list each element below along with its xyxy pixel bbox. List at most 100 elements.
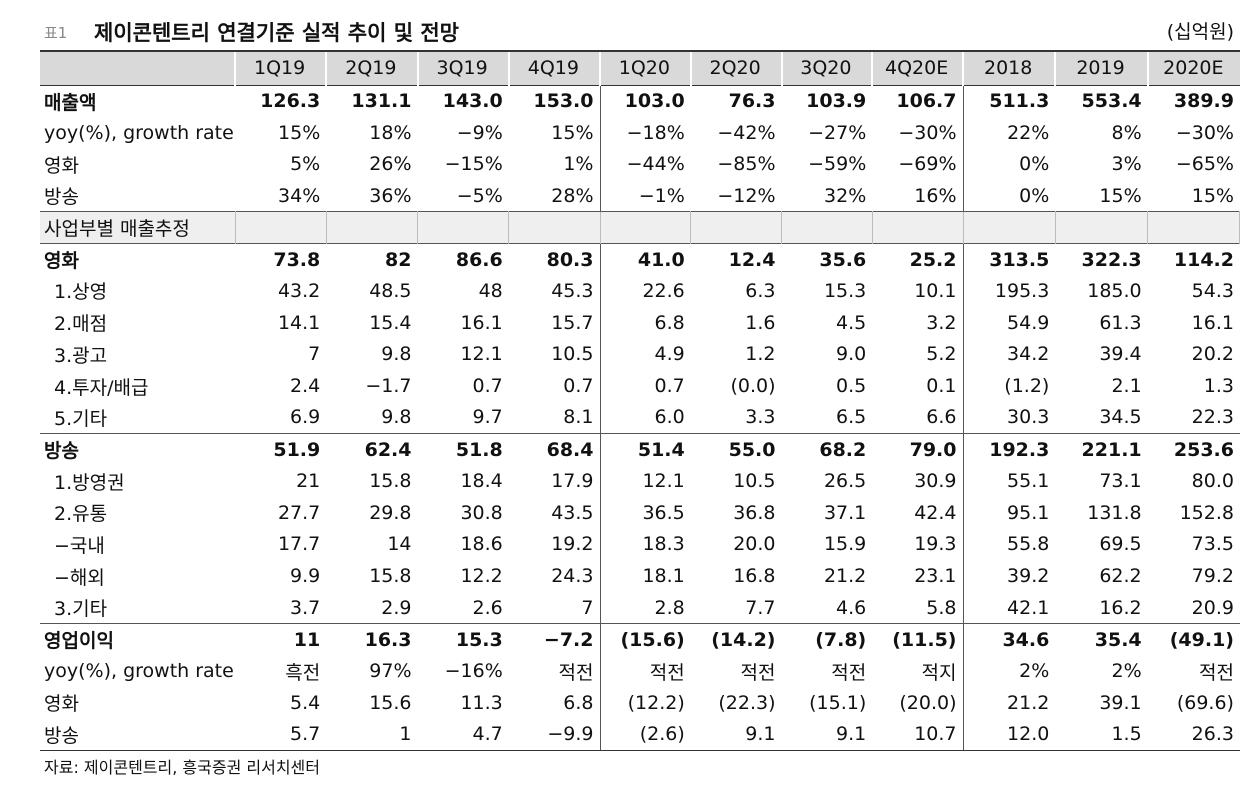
table-cell: 29.8 <box>369 501 412 524</box>
table-cell <box>235 211 327 244</box>
row-label: 3.광고 <box>54 344 108 367</box>
table-cell: 28% <box>508 180 601 212</box>
table-cell: 7 <box>308 343 321 366</box>
table-cell: 3.7 <box>290 596 321 619</box>
table-cell: 4.5 <box>836 311 867 334</box>
table-cell: 26.5 <box>823 470 867 493</box>
table-cell: 0% <box>1019 153 1050 176</box>
table-cell: 45.3 <box>508 275 601 307</box>
table-cell: 17.9 <box>508 465 601 497</box>
table-cell: 62.4 <box>326 433 418 466</box>
table-cell: 76.3 <box>728 90 776 113</box>
header-row: 1Q19 2Q19 3Q19 4Q19 1Q20 2Q20 3Q20 4Q20E 2018 201… <box>40 50 1240 86</box>
table-cell: 2.9 <box>381 596 412 619</box>
table-cell: 21 <box>296 470 321 493</box>
table-cell: 25.2 <box>872 242 964 276</box>
table-cell: 16.8 <box>733 565 776 588</box>
table-row: 4.투자/배급 2.4 −1.7 0.7 0.7 0.7 (0.0) 0.5 0.1 (1.2) 2… <box>40 370 1240 402</box>
table-cell: 14.1 <box>277 311 321 334</box>
table-cell: 12.4 <box>690 242 782 276</box>
table-cell: 4.9 <box>654 343 685 366</box>
row-label: 영업이익 <box>40 623 235 656</box>
table-cell: 61.3 <box>1099 311 1142 334</box>
table-cell: 1.6 <box>745 311 776 334</box>
table-cell: 36.8 <box>733 501 776 524</box>
table-cell: −12% <box>717 184 776 207</box>
row-label: yoy(%), growth rate <box>44 121 234 144</box>
table-cell: 62.2 <box>1099 565 1142 588</box>
table-cell: 32% <box>824 184 867 207</box>
table-cell: 4.6 <box>836 596 867 619</box>
table-cell: 39.2 <box>1007 565 1050 588</box>
table-cell: 1.2 <box>745 343 776 366</box>
table-cell: 389.9 <box>1173 90 1234 113</box>
table-cell: 3% <box>1111 153 1142 176</box>
row-label: 영화 <box>44 693 79 716</box>
table-cell: 34% <box>278 184 321 207</box>
table-cell: 82 <box>326 242 418 276</box>
table-row: 영화 5.4 15.6 11.3 6.8 (12.2) (22.3) (15.1) (20.0)… <box>40 687 1240 719</box>
table-cell: 131.1 <box>351 90 412 113</box>
table-cell: 79.0 <box>872 433 964 466</box>
table-cell: 23.1 <box>872 560 964 592</box>
column-header: 4Q19 <box>507 50 600 86</box>
table-cell: 18.4 <box>460 470 503 493</box>
table-row: yoy(%), growth rate 15% 18% −9% 15% −18% −42% −… <box>40 116 1240 149</box>
table-cell: (14.2) <box>690 623 782 656</box>
table-cell: 14 <box>387 533 412 556</box>
table-cell: 103.0 <box>624 90 685 113</box>
table-cell: (1.2) <box>1004 375 1050 398</box>
table-cell: 적전 <box>740 661 776 684</box>
table-cell: 42.1 <box>1007 596 1050 619</box>
table-cell: 73.1 <box>1099 470 1142 493</box>
column-header: 1Q19 <box>233 50 327 86</box>
row-label: 방송 <box>44 186 79 209</box>
table-cell: 9.1 <box>690 718 782 751</box>
header-cell <box>40 50 235 86</box>
table-row: 1.방영권 21 15.8 18.4 17.9 12.1 10.5 26.5 30.9 55.1 7… <box>40 465 1240 497</box>
table-cell: 30.8 <box>460 501 503 524</box>
table-cell: 5.7 <box>235 718 327 751</box>
table-cell: 553.4 <box>1081 90 1142 113</box>
table-label: 표1 <box>44 24 68 42</box>
table-cell: 10.1 <box>872 275 964 307</box>
table-cell: 15.8 <box>369 470 412 493</box>
row-label: yoy(%), growth rate <box>44 660 234 683</box>
table-cell: −27% <box>808 121 867 144</box>
table-cell: 73.8 <box>235 242 327 276</box>
table-cell: 68.2 <box>781 433 873 466</box>
table-cell: 15% <box>1099 184 1142 207</box>
table-cell: 30.9 <box>872 465 964 497</box>
table-cell: 55.1 <box>1007 470 1050 493</box>
table-cell: 253.6 <box>1147 433 1240 466</box>
table-cell: 51.8 <box>417 433 509 466</box>
table-cell: 9.7 <box>472 406 503 429</box>
table-cell: 9.8 <box>381 406 412 429</box>
table-cell: (15.1) <box>809 691 867 714</box>
table-title: 제이콘텐트리 연결기준 실적 추이 및 전망 <box>94 21 459 45</box>
table-cell: 18% <box>369 121 412 144</box>
table-cell: (0.0) <box>730 375 776 398</box>
table-cell: 43.2 <box>277 279 321 302</box>
table-cell <box>1147 211 1241 244</box>
table-cell: 34.5 <box>1099 406 1142 429</box>
table-cell <box>600 211 692 244</box>
table-cell: −1.7 <box>365 375 412 398</box>
row-label: 1.상영 <box>54 281 108 304</box>
table-cell: 11 <box>235 623 327 656</box>
table-cell: 2% <box>1111 660 1142 683</box>
column-header: 2020E <box>1146 50 1240 86</box>
table-cell: 86.6 <box>417 242 509 276</box>
table-cell: −1% <box>638 184 685 207</box>
table-cell: 12.2 <box>460 565 503 588</box>
table-cell: 21.2 <box>1007 691 1050 714</box>
table-cell: 24.3 <box>508 560 601 592</box>
table-cell: 12.0 <box>963 718 1056 751</box>
table-row: 방송 5.7 1 4.7 −9.9 (2.6) 9.1 9.1 10.7 12.0 1.5 26.3 <box>40 718 1240 751</box>
table-cell: (20.0) <box>872 687 964 719</box>
table-cell: 185.0 <box>1087 279 1142 302</box>
table-cell: 35.4 <box>1055 623 1148 656</box>
table-cell <box>690 211 782 244</box>
table-cell: 22.3 <box>1191 406 1234 429</box>
